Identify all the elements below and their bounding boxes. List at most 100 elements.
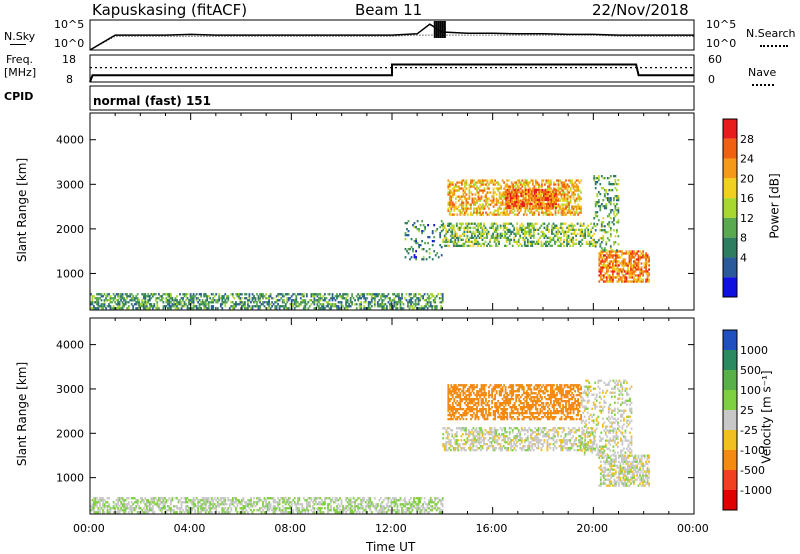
data-cell [488, 392, 490, 395]
data-cell [499, 232, 502, 235]
data-cell [407, 230, 410, 233]
data-cell [120, 299, 122, 302]
data-cell [415, 250, 417, 253]
data-cell [514, 188, 517, 192]
data-cell [506, 185, 509, 188]
data-cell [248, 503, 251, 506]
data-cell [457, 402, 460, 405]
data-cell [496, 244, 499, 247]
data-cell [349, 305, 352, 308]
data-cell [333, 509, 335, 512]
data-cell [136, 511, 139, 514]
data-cell [459, 209, 462, 212]
data-cell [465, 207, 468, 210]
data-cell [479, 199, 481, 202]
data-cell [221, 509, 224, 512]
data-cell [189, 299, 192, 302]
data-cell [473, 209, 475, 212]
data-cell [593, 244, 596, 247]
data-cell [471, 386, 474, 389]
data-cell [185, 299, 187, 302]
data-cell [428, 295, 430, 298]
data-cell [414, 303, 417, 306]
data-cell [506, 204, 509, 208]
data-cell [236, 511, 239, 514]
data-cell [244, 303, 246, 306]
data-cell [135, 501, 138, 504]
data-cell [454, 402, 457, 405]
data-cell [102, 509, 104, 512]
data-cell [174, 511, 177, 514]
data-cell [503, 406, 505, 409]
data-cell [396, 307, 399, 310]
data-cell [563, 185, 566, 188]
data-cell [393, 505, 396, 508]
data-cell [265, 505, 267, 508]
data-cell [222, 297, 225, 300]
data-cell [569, 199, 572, 202]
data-cell [482, 207, 484, 210]
data-cell [263, 507, 266, 510]
data-cell [603, 207, 606, 210]
data-cell [486, 228, 488, 231]
data-cell [584, 236, 587, 239]
data-cell [331, 303, 334, 306]
data-cell [470, 418, 472, 421]
data-cell [447, 201, 450, 204]
data-cell [268, 295, 270, 298]
data-cell [405, 503, 408, 506]
data-cell [262, 297, 264, 300]
data-cell [375, 509, 378, 512]
data-cell [238, 297, 240, 300]
data-cell [310, 299, 313, 302]
data-cell [327, 303, 329, 306]
data-cell [495, 187, 498, 190]
data-cell [407, 509, 409, 512]
data-cell [506, 198, 509, 202]
data-cell [185, 501, 187, 504]
data-cell [460, 238, 463, 241]
data-cell [251, 305, 254, 308]
data-cell [151, 501, 154, 504]
data-cell [610, 266, 613, 269]
data-cell [494, 404, 496, 407]
data-cell [188, 511, 190, 514]
data-cell [505, 196, 508, 200]
data-cell [518, 199, 521, 202]
data-cell [461, 187, 463, 190]
data-cell [468, 185, 471, 188]
data-cell [622, 268, 625, 271]
data-cell [448, 400, 451, 403]
data-cell [218, 505, 221, 508]
data-cell [277, 505, 279, 508]
data-cell [572, 244, 574, 247]
data-cell [105, 295, 107, 298]
data-cell [108, 293, 110, 296]
data-cell [516, 209, 519, 212]
data-cell [448, 414, 451, 417]
data-cell [594, 203, 597, 206]
data-cell [195, 297, 198, 300]
data-cell [417, 505, 420, 508]
data-cell [512, 204, 515, 208]
data-cell [245, 503, 248, 506]
data-cell [492, 386, 495, 389]
data-cell [274, 307, 276, 310]
data-cell [516, 179, 519, 182]
data-cell [599, 205, 602, 208]
data-cell [180, 507, 183, 510]
data-cell [513, 226, 516, 229]
data-cell [132, 305, 135, 308]
data-cell [99, 501, 101, 504]
data-cell [480, 412, 483, 415]
data-cell [505, 206, 508, 210]
data-cell [112, 501, 115, 504]
data-cell [535, 194, 538, 198]
data-cell [602, 229, 605, 232]
data-cell [176, 505, 178, 508]
data-cell [280, 297, 283, 300]
data-cell [630, 262, 632, 265]
data-cell [555, 226, 558, 229]
data-cell [494, 183, 496, 186]
data-cell [195, 305, 198, 308]
